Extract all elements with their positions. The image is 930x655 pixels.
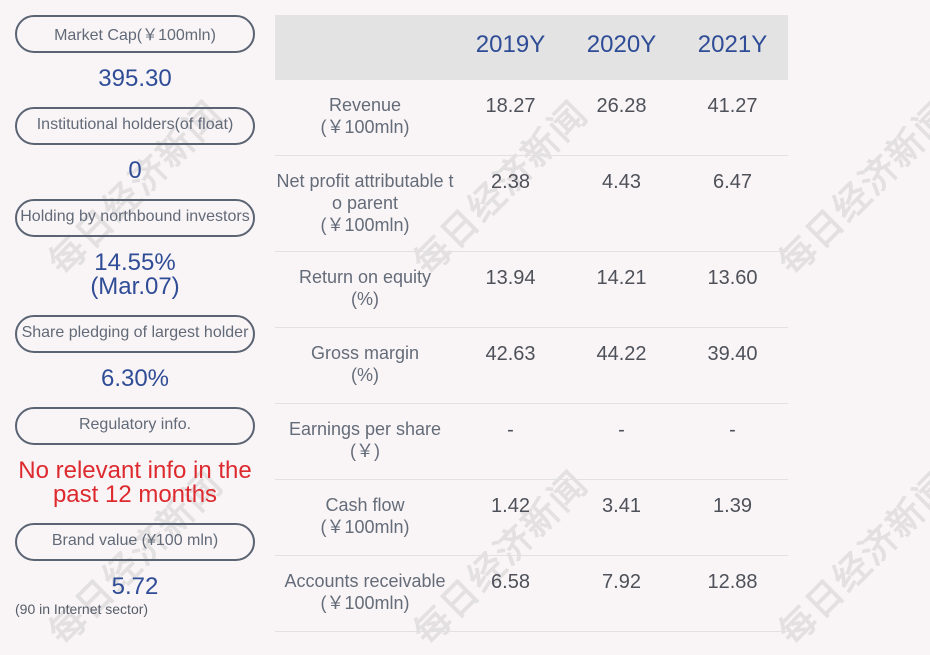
financial-table: 2019Y 2020Y 2021Y Revenue (￥100mln) 18.2…: [275, 15, 788, 632]
table-row-accounts-receivable: Accounts receivable (￥100mln) 6.58 7.92 …: [275, 556, 788, 632]
metric-name: Earnings per share: [288, 419, 442, 439]
header-2021: 2021Y: [697, 31, 768, 58]
header-2019: 2019Y: [475, 31, 546, 58]
row-label: Net profit attributable t o parent (￥100…: [275, 156, 455, 251]
value-2021: 1.39: [713, 495, 752, 517]
regulatory-info-line1: No relevant info in the: [18, 457, 252, 484]
metric-name: Gross margin: [310, 343, 420, 363]
row-label: Gross margin (%): [275, 328, 455, 403]
row-label: Revenue (￥100mln): [275, 80, 455, 155]
table-row-roe: Return on equity (%) 13.94 14.21 13.60: [275, 252, 788, 328]
northbound-holding-percent: 14.55%: [94, 249, 176, 276]
share-pledging-label: Share pledging of largest holder: [15, 315, 255, 353]
row-label: Accounts receivable (￥100mln): [275, 556, 455, 631]
value-2020: 7.92: [602, 571, 641, 593]
table-row-net-profit: Net profit attributable t o parent (￥100…: [275, 156, 788, 252]
metric-unit: (￥): [350, 441, 380, 461]
value-2020: 26.28: [596, 95, 647, 117]
metric-unit: (%): [351, 289, 379, 309]
row-label: Cash flow (￥100mln): [275, 480, 455, 555]
company-summary-panel: Market Cap(￥100mln) 395.30 Institutional…: [15, 15, 255, 617]
value-2019: 1.42: [491, 495, 530, 517]
value-2020: -: [618, 419, 625, 441]
value-2019: 42.63: [485, 343, 536, 365]
row-label: Earnings per share (￥): [275, 404, 455, 479]
metric-name: Accounts receivable: [284, 571, 446, 591]
metric-unit: (%): [351, 365, 379, 385]
table-row-cash-flow: Cash flow (￥100mln) 1.42 3.41 1.39: [275, 480, 788, 556]
brand-value-label: Brand value (¥100 mln): [15, 523, 255, 561]
value-2021: 6.47: [713, 171, 752, 193]
value-2021: 12.88: [707, 571, 758, 593]
market-cap-label: Market Cap(￥100mln): [15, 15, 255, 53]
value-2019: 13.94: [485, 267, 536, 289]
value-2020: 44.22: [596, 343, 647, 365]
header-2020: 2020Y: [586, 31, 657, 58]
value-2019: -: [507, 419, 514, 441]
value-2021: 13.60: [707, 267, 758, 289]
brand-value-value: 5.72: [111, 573, 159, 600]
value-2019: 2.38: [491, 171, 530, 193]
table-row-gross-margin: Gross margin (%) 42.63 44.22 39.40: [275, 328, 788, 404]
market-cap-value: 395.30: [98, 65, 172, 92]
value-2021: 41.27: [707, 95, 758, 117]
table-row-revenue: Revenue (￥100mln) 18.27 26.28 41.27: [275, 80, 788, 156]
metric-unit: (￥100mln): [320, 517, 410, 537]
value-2021: -: [729, 419, 736, 441]
northbound-holding-date: (Mar.07): [90, 273, 180, 300]
table-row-eps: Earnings per share (￥) - - -: [275, 404, 788, 480]
regulatory-info-line2: past 12 months: [52, 481, 218, 508]
row-label: Return on equity (%): [275, 252, 455, 327]
northbound-holding-label: Holding by northbound investors: [15, 199, 255, 237]
metric-unit: (￥100mln): [320, 215, 410, 235]
regulatory-info-value: No relevant info in the past 12 months: [15, 459, 255, 523]
metric-name: Cash flow: [325, 495, 405, 515]
metric-name: Revenue: [328, 95, 402, 115]
brand-value-note: (90 in Internet sector): [15, 601, 149, 617]
watermark: 每日经济新闻: [771, 463, 930, 654]
value-2020: 14.21: [596, 267, 647, 289]
header-blank: [275, 15, 455, 80]
regulatory-info-label: Regulatory info.: [15, 407, 255, 445]
metric-unit: (￥100mln): [320, 117, 410, 137]
value-2019: 18.27: [485, 95, 536, 117]
metric-name: Return on equity: [298, 267, 432, 287]
value-2020: 3.41: [602, 495, 641, 517]
value-2021: 39.40: [707, 343, 758, 365]
value-2020: 4.43: [602, 171, 641, 193]
metric-name: Net profit attributable t o parent: [276, 171, 454, 213]
northbound-holding-value: 14.55% (Mar.07): [15, 251, 255, 315]
table-header: 2019Y 2020Y 2021Y: [275, 15, 788, 80]
share-pledging-value: 6.30%: [100, 365, 170, 392]
institutional-holders-value: 0: [128, 157, 142, 184]
metric-unit: (￥100mln): [320, 593, 410, 613]
institutional-holders-label: Institutional holders(of float): [15, 107, 255, 145]
watermark: 每日经济新闻: [771, 93, 930, 284]
value-2019: 6.58: [491, 571, 530, 593]
